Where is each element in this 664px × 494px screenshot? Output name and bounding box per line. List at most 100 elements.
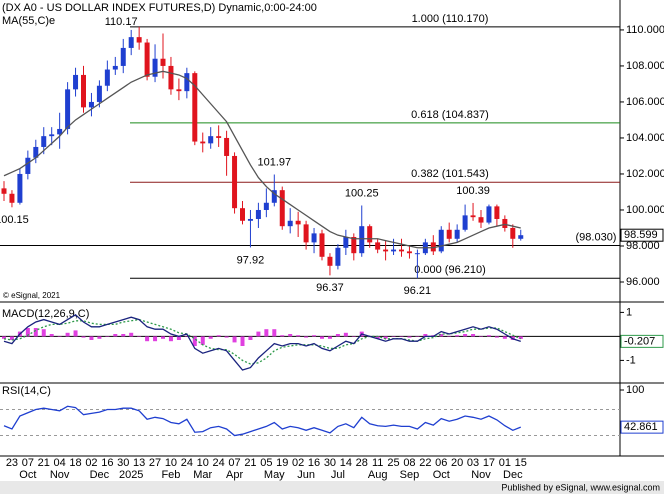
macd-histogram [65,332,70,337]
candle-body [510,227,516,239]
value-label: -0.207 [624,335,655,347]
candle-body [128,37,134,48]
macd-histogram [256,331,261,337]
macd-line [3,313,521,371]
candle-body [9,193,15,203]
macd-histogram [113,334,118,337]
macd-histogram [25,328,30,337]
macd-histogram [168,336,173,342]
x-tick-label: 05 [260,457,272,469]
macd-histogram [415,336,420,337]
x-tick-label: 04 [54,457,66,469]
candle-body [430,242,436,252]
macd-histogram [327,336,332,339]
macd-histogram [208,336,213,339]
candle-body [335,247,341,266]
x-month-label: Mar [193,469,212,481]
x-tick-label: 24 [181,457,193,469]
candle-body [144,42,150,77]
candle-body [224,137,230,156]
high-label: 100.39 [456,185,490,197]
macd-histogram [73,330,78,337]
x-tick-label: 02 [292,457,304,469]
rsi-legend: RSI(14,C) [2,385,51,397]
candle-body [73,74,79,90]
x-tick-label: 25 [387,457,399,469]
macd-histogram [192,336,197,346]
x-month-label: Jul [331,469,345,481]
x-month-label: May [264,469,285,481]
macd-histogram [264,329,269,337]
macd-histogram [33,328,38,337]
candle-body [240,208,245,221]
rsi-line [3,405,521,437]
y-tick-label: 110.000 [626,24,664,36]
macd-histogram [335,334,340,337]
candle-body [454,229,460,239]
x-tick-label: 17 [483,457,495,469]
candle-body [112,65,118,70]
macd-histogram [304,336,309,338]
macd-histogram [216,335,221,337]
macd-histogram [486,335,491,337]
macd-histogram [296,335,301,337]
macd-histogram [9,336,14,340]
copyright: © eSignal, 2021 [3,291,61,300]
candle-body [486,206,492,223]
macd-histogram [288,334,293,337]
candle-body [88,101,94,108]
macd-histogram [502,336,507,339]
high-label: 101.97 [257,156,291,168]
low-label: 100.15 [0,214,29,226]
x-tick-label: 21 [38,457,50,469]
candle-body [184,73,190,92]
candle-body [470,215,476,218]
x-month-label: Oct [19,469,36,481]
candle-body [160,58,166,66]
x-month-label: Jun [297,469,315,481]
macd-histogram [248,336,253,340]
candle-body [406,251,412,254]
x-tick-label: 07 [22,457,34,469]
x-tick-label: 10 [197,457,209,469]
candle-body [359,226,365,254]
candle-body [279,190,285,227]
x-month-label: Feb [161,469,180,481]
macd-histogram [343,332,348,337]
x-tick-label: 20 [451,457,463,469]
x-tick-label: 23 [6,457,18,469]
x-tick-label: 22 [419,457,431,469]
candle-body [104,69,110,86]
macd-histogram [184,336,189,337]
candle-body [232,155,238,209]
x-month-label: Aug [368,469,388,481]
x-month-label: Oct [433,469,450,481]
macd-histogram [375,336,380,339]
level-label: 0.618 (104.837) [411,109,489,121]
level-label: 1.000 (110.170) [412,13,489,25]
candle-body [414,253,420,255]
y-tick-label: 1 [626,306,632,318]
x-tick-label: 16 [308,457,320,469]
y-tick-label: -1 [626,354,636,366]
macd-histogram [200,336,205,345]
candle-body [391,249,397,252]
high-label: 100.25 [345,187,379,199]
candle-body [263,202,269,210]
x-tick-label: 24 [213,457,225,469]
candle-body [462,215,468,230]
x-month-label: Nov [50,469,70,481]
macd-histogram [518,336,523,339]
macd-histogram [105,336,110,337]
macd-histogram [57,336,62,337]
macd-histogram [49,334,54,337]
x-tick-label: 02 [85,457,97,469]
candle-body [168,65,174,90]
candle-body [255,209,261,219]
macd-histogram [121,334,126,337]
candle-body [367,226,373,243]
candle-body [17,173,23,203]
x-tick-label: 28 [356,457,368,469]
x-tick-label: 18 [69,457,81,469]
